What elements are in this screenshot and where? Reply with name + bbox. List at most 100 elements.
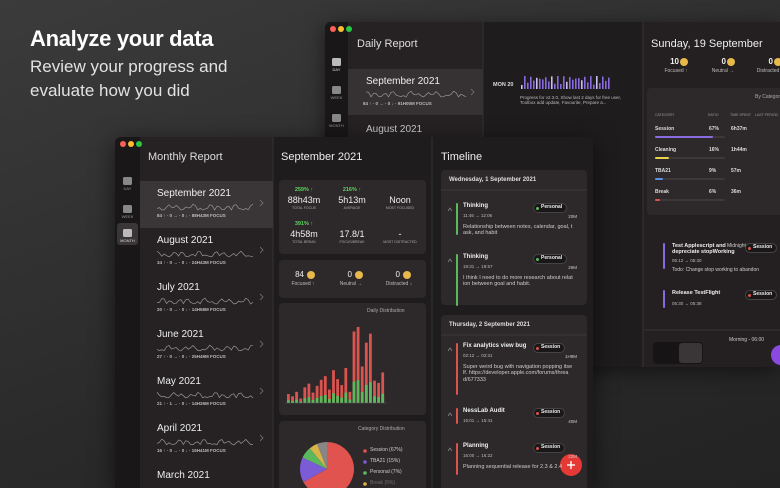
activity-bar bbox=[608, 77, 610, 89]
headline: Analyze your data bbox=[30, 26, 214, 51]
month-name[interactable]: July 2021 bbox=[157, 282, 200, 293]
bar bbox=[287, 394, 290, 403]
mood-label: Neutral → bbox=[339, 281, 363, 287]
stat-value: 4h58m bbox=[290, 229, 318, 239]
column-header: LAST PERIOD bbox=[755, 113, 779, 117]
tab-label[interactable]: DAY bbox=[332, 67, 341, 72]
entry-note: I think I need to do more research about… bbox=[463, 275, 573, 288]
mood-value: 0 bbox=[347, 270, 352, 279]
window-title: Daily Report bbox=[357, 38, 418, 50]
entry-arrow bbox=[447, 207, 453, 212]
bar-base bbox=[315, 397, 319, 403]
stat-change: 259% ↑ bbox=[294, 187, 314, 193]
window-button bbox=[136, 141, 142, 147]
card-title: By Category bbox=[755, 94, 780, 100]
chevron bbox=[259, 387, 264, 395]
month-name[interactable]: March 2021 bbox=[157, 470, 210, 481]
tab-label[interactable]: MONTH bbox=[329, 123, 344, 128]
day-note: Progress for v2.3.0, Show last 2 days fo… bbox=[520, 95, 622, 106]
month-name[interactable]: May 2021 bbox=[157, 376, 201, 387]
tab-label[interactable]: DAY bbox=[123, 186, 132, 191]
month-name[interactable]: August 2021 bbox=[157, 235, 214, 246]
window-button bbox=[346, 26, 352, 32]
tab-icon bbox=[332, 86, 341, 94]
activity-bar bbox=[545, 77, 547, 89]
tab-icon bbox=[123, 177, 132, 185]
tab-label[interactable]: MONTH bbox=[120, 238, 135, 243]
entry-time: 16:00 → 16:22 bbox=[463, 453, 493, 458]
bar-base bbox=[319, 396, 323, 403]
entry-note: Planning sequential release for 2.3 & 2.… bbox=[463, 464, 563, 470]
mood-label: Focused ↑ bbox=[664, 68, 688, 74]
bar-base bbox=[311, 399, 315, 403]
entry-bar bbox=[456, 443, 458, 475]
category-name: Cleaning bbox=[655, 147, 677, 153]
bar-base bbox=[381, 393, 385, 403]
tag-dot bbox=[536, 206, 539, 210]
cell: 16% bbox=[709, 147, 720, 153]
bar bbox=[360, 366, 364, 403]
legend-label: Personal (7%) bbox=[370, 469, 402, 475]
entry-time: 15:01 → 15:41 bbox=[463, 418, 493, 423]
bar-base bbox=[352, 381, 356, 403]
mood-icon bbox=[355, 271, 363, 279]
bar-base bbox=[303, 398, 307, 403]
entry-duration: 40M bbox=[568, 419, 577, 424]
month-name[interactable]: June 2021 bbox=[157, 329, 204, 340]
bar-base bbox=[340, 397, 344, 403]
month-name[interactable]: September 2021 bbox=[366, 76, 440, 87]
stat-label: TOTAL BREAK bbox=[292, 240, 316, 244]
stat-label: FOCUS/BREAK bbox=[339, 240, 365, 244]
mood-label: Distracted ↓ bbox=[756, 68, 780, 74]
graphics bbox=[115, 137, 587, 488]
entry-note: Super weird bug with navigation popping … bbox=[463, 364, 573, 383]
bar bbox=[291, 396, 294, 403]
entry-note: Relationship between notes, calendar, go… bbox=[463, 224, 573, 237]
bar bbox=[323, 376, 327, 403]
entry-bar bbox=[663, 290, 665, 308]
activity-bar bbox=[539, 78, 541, 89]
activity-bar bbox=[554, 83, 556, 89]
card-title: Category Distribution bbox=[358, 426, 405, 432]
stat-value: 5h13m bbox=[338, 195, 366, 205]
chevron bbox=[470, 88, 475, 96]
bar bbox=[315, 385, 319, 403]
activity-bar bbox=[590, 76, 592, 89]
cell: 67% bbox=[709, 126, 720, 132]
sparkline bbox=[156, 203, 254, 211]
bar-base bbox=[360, 392, 364, 403]
bar-base bbox=[348, 399, 352, 403]
tag: Personal bbox=[533, 203, 568, 213]
card bbox=[279, 260, 426, 298]
activity-bar bbox=[578, 78, 580, 89]
tag: Personal bbox=[533, 254, 568, 264]
card bbox=[279, 303, 426, 415]
subheadline: Review your progress and bbox=[30, 57, 228, 76]
entry-arrow bbox=[447, 447, 453, 452]
month-stats: 27 ↑ · 0 → · 0 ↓ · 25H49M FOCUS bbox=[157, 354, 226, 359]
ratio-bar bbox=[655, 136, 713, 138]
card-title: Daily Distribution bbox=[367, 308, 405, 314]
window-button bbox=[120, 141, 126, 147]
ratio-track bbox=[655, 178, 725, 180]
entry-duration: 1H9M bbox=[564, 354, 577, 359]
ratio-track bbox=[655, 157, 725, 159]
mood-value: 0 bbox=[395, 270, 400, 279]
entry-arrow bbox=[447, 258, 453, 263]
sparkline bbox=[156, 438, 254, 446]
activity-bar bbox=[542, 79, 544, 89]
entry-title: Fix analytics view bug bbox=[463, 343, 527, 349]
tag: Session bbox=[745, 290, 778, 300]
month-name[interactable]: August 2021 bbox=[366, 124, 423, 135]
tab-label[interactable]: WEEK bbox=[121, 214, 134, 219]
activity-bar bbox=[605, 80, 607, 89]
tag: Session bbox=[745, 243, 778, 253]
card bbox=[647, 88, 780, 215]
month-stats: 34 ↑ · 0 → · 0 ↓ · 24H43M FOCUS bbox=[157, 260, 226, 265]
cell: 57m bbox=[731, 168, 742, 174]
tab-label[interactable]: WEEK bbox=[330, 95, 343, 100]
month-name[interactable]: April 2021 bbox=[157, 423, 203, 434]
tab-icon bbox=[123, 205, 132, 213]
bar bbox=[344, 367, 348, 403]
month-name[interactable]: September 2021 bbox=[157, 188, 231, 199]
